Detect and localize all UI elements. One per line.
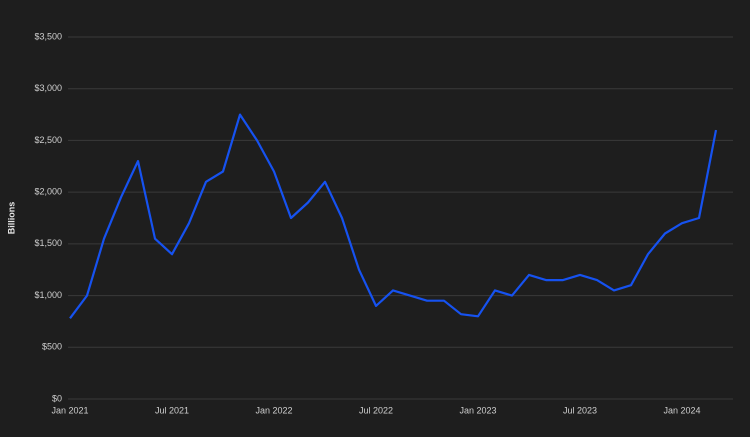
x-tick-label: Jul 2021 xyxy=(155,405,189,415)
x-tick-label: Jul 2022 xyxy=(359,405,393,415)
line xyxy=(69,113,718,319)
y-tick-label: $2,000 xyxy=(34,187,62,197)
x-tick-label: Jan 2022 xyxy=(255,405,292,415)
y-tick-label: $500 xyxy=(42,342,62,352)
y-tick-label: $0 xyxy=(52,393,62,403)
y-tick-label: $1,000 xyxy=(34,290,62,300)
y-tick-label: $3,500 xyxy=(34,31,62,41)
y-tick-label: $2,500 xyxy=(34,135,62,145)
x-tick-label: Jan 2021 xyxy=(51,405,88,415)
y-tick-label: $3,000 xyxy=(34,83,62,93)
y-axis-label: Billions xyxy=(6,202,16,235)
x-tick-label: Jan 2023 xyxy=(459,405,496,415)
y-tick-label: $1,500 xyxy=(34,238,62,248)
x-tick-label: Jul 2023 xyxy=(563,405,597,415)
x-tick-label: Jan 2024 xyxy=(663,405,700,415)
